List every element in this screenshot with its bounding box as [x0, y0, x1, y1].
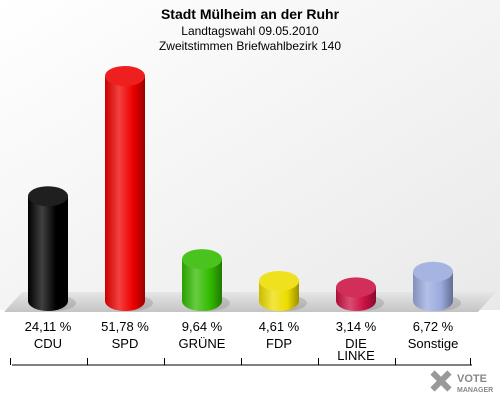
value-labels-group: 24,11 % 51,78 % 9,64 % 4,61 % 3,14 % 6,72 % — [25, 319, 454, 334]
bar-sonstige — [413, 261, 461, 311]
category-label: CDU — [34, 336, 62, 351]
logo-mark-icon — [430, 370, 452, 392]
value-label: 9,64 % — [182, 319, 223, 334]
value-label: 51,78 % — [101, 319, 149, 334]
logo-line-2: MANAGER — [457, 387, 493, 394]
chart-subtitle: Landtagswahl 09.05.2010 — [181, 24, 319, 38]
bar-spd — [105, 65, 153, 311]
category-label: FDP — [266, 336, 292, 351]
logo-line-1: VOTE — [457, 373, 487, 385]
category-label: LINKE — [337, 348, 375, 363]
vote-manager-logo: VOTE MANAGER — [430, 370, 493, 394]
value-label: 3,14 % — [336, 319, 377, 334]
value-label: 24,11 % — [25, 319, 72, 334]
category-label: SPD — [112, 336, 139, 351]
bars-group — [28, 65, 461, 311]
chart-background — [0, 0, 500, 310]
category-label: DIE — [345, 336, 367, 351]
bar-fdp — [259, 270, 307, 311]
category-label: Sonstige — [408, 336, 459, 351]
chart-title: Stadt Mülheim an der Ruhr — [161, 6, 340, 22]
bar-die-linke — [336, 277, 384, 311]
category-label: GRÜNE — [179, 336, 226, 351]
bar-cdu — [28, 186, 76, 311]
chart-subtitle-2: Zweitstimmen Briefwahlbezirk 140 — [159, 39, 341, 53]
axis-ticks-group — [10, 358, 471, 365]
value-label: 4,61 % — [259, 319, 300, 334]
bar-gr-ne — [182, 249, 230, 311]
value-label: 6,72 % — [413, 319, 454, 334]
